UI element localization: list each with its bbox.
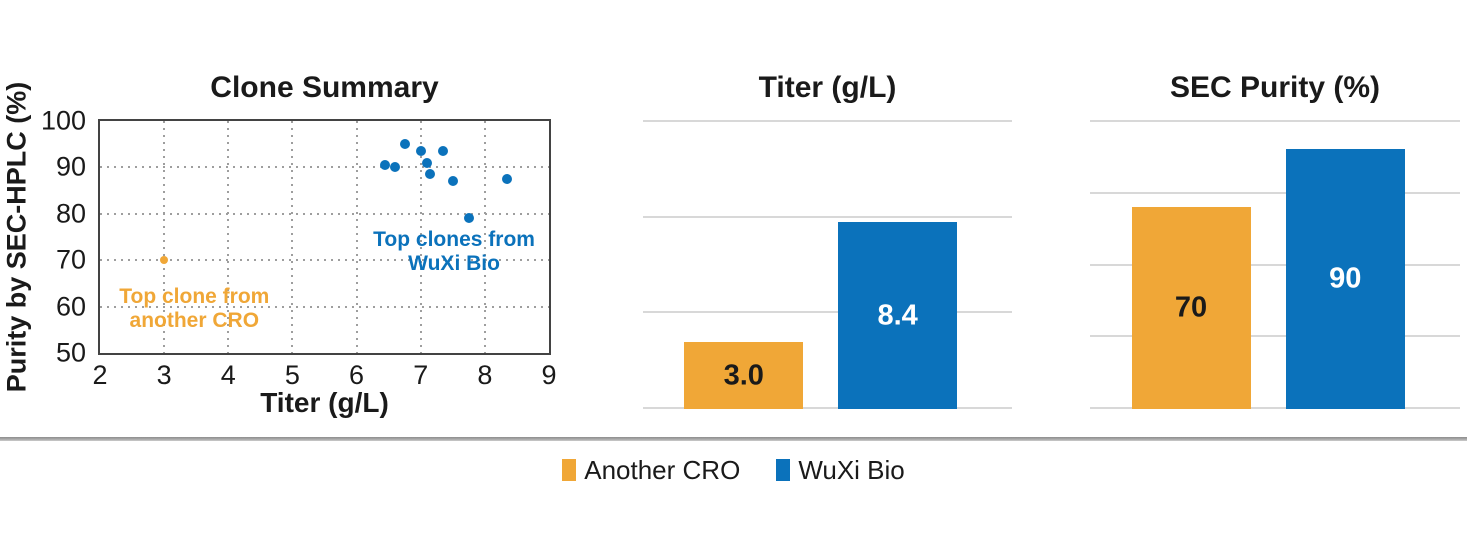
annotation-line: Top clones from <box>373 227 535 251</box>
scatter-x-tick-label: 7 <box>413 360 429 390</box>
scatter-gridline-vertical <box>355 121 358 353</box>
scatter-x-tick-label: 3 <box>156 360 172 390</box>
scatter-point-wuxi-bio <box>422 157 433 168</box>
scatter-x-tick-label: 8 <box>477 360 493 390</box>
scatter-x-axis-label: Titer (g/L) <box>260 387 389 418</box>
scatter-gridline-horizontal <box>100 259 549 262</box>
purity-chart-area: 70 90 <box>1090 120 1460 409</box>
bar-chart-gridline <box>1090 335 1460 337</box>
legend-item-another-cro: Another CRO <box>562 456 740 484</box>
bar-value-label: 70 <box>1174 291 1208 324</box>
scatter-y-tick-label: 100 <box>40 105 86 136</box>
scatter-y-tick-label: 50 <box>55 337 86 368</box>
legend-label-wuxi-bio: WuXi Bio <box>798 455 905 485</box>
scatter-gridline-horizontal <box>100 212 549 215</box>
annotation-line: WuXi Bio <box>408 251 500 275</box>
bar-chart-gridline <box>643 407 1012 409</box>
scatter-y-tick-label: 90 <box>55 151 86 182</box>
bar-chart-gridline <box>1090 192 1460 194</box>
bar-value-label: 90 <box>1329 262 1362 295</box>
scatter-gridline-vertical <box>483 121 486 353</box>
scatter-x-tick-label: 2 <box>92 360 108 390</box>
scatter-point-wuxi-bio <box>380 160 391 171</box>
scatter-x-tick-label: 5 <box>284 360 300 390</box>
bar-chart-gridline <box>643 216 1012 218</box>
titer-chart-area: 3.0 8.4 <box>643 120 1012 409</box>
bar-chart-gridline <box>643 311 1012 313</box>
annotation-top-clone-another-cro: Top clone from another CRO <box>119 285 269 333</box>
legend-swatch-another-cro <box>562 459 577 481</box>
bar-wuxi-bio: 90 <box>1285 148 1405 409</box>
bar-value-label: 8.4 <box>877 299 918 332</box>
annotation-top-clones-wuxi-bio: Top clones from WuXi Bio <box>373 228 535 276</box>
legend-swatch-wuxi-bio <box>776 459 791 481</box>
scatter-chart-title: Clone Summary <box>210 71 439 104</box>
scatter-x-tick-label: 4 <box>220 360 236 390</box>
legend-item-wuxi-bio: WuXi Bio <box>776 455 905 485</box>
scatter-point-wuxi-bio <box>447 176 458 187</box>
annotation-line: another CRO <box>129 308 260 332</box>
bar-another-cro: 3.0 <box>684 342 804 409</box>
bar-wuxi-bio: 8.4 <box>838 222 958 409</box>
scatter-gridline-vertical <box>291 121 294 353</box>
bar-chart-gridline <box>643 120 1012 122</box>
bar-chart-gridline <box>1090 120 1460 122</box>
scatter-y-tick-label: 80 <box>55 198 86 229</box>
scatter-gridline-vertical <box>227 121 230 353</box>
legend-label-another-cro: Another CRO <box>584 455 741 485</box>
scatter-point-wuxi-bio <box>502 174 513 184</box>
scatter-x-tick-label: 6 <box>349 360 365 390</box>
scatter-point-another-cro <box>160 256 169 265</box>
titer-chart-title: Titer (g/L) <box>758 71 897 104</box>
scatter-gridline-horizontal <box>100 166 549 169</box>
scatter-point-wuxi-bio <box>399 139 410 150</box>
bar-another-cro: 70 <box>1131 206 1251 409</box>
scatter-point-wuxi-bio <box>390 162 401 173</box>
scatter-gridline-vertical <box>419 121 422 353</box>
scatter-point-wuxi-bio <box>463 213 474 224</box>
separator-line <box>0 437 1467 441</box>
scatter-y-tick-label: 60 <box>55 291 86 322</box>
bar-chart-gridline <box>1090 264 1460 266</box>
scatter-point-wuxi-bio <box>415 146 426 157</box>
scatter-point-wuxi-bio <box>438 146 449 157</box>
legend: Another CRO WuXi Bio <box>0 456 1467 484</box>
scatter-y-tick-label: 70 <box>55 244 86 275</box>
purity-chart-title: SEC Purity (%) <box>1169 71 1381 104</box>
scatter-x-tick-label: 9 <box>541 360 557 390</box>
scatter-gridline-horizontal <box>100 305 549 308</box>
scatter-plot-area: Top clone from another CRO Top clones fr… <box>98 119 551 355</box>
scatter-point-wuxi-bio <box>425 169 436 180</box>
bar-value-label: 3.0 <box>723 359 764 392</box>
annotation-line: Top clone from <box>119 284 270 308</box>
bar-chart-gridline <box>1090 407 1460 409</box>
scatter-gridline-vertical <box>163 121 166 353</box>
